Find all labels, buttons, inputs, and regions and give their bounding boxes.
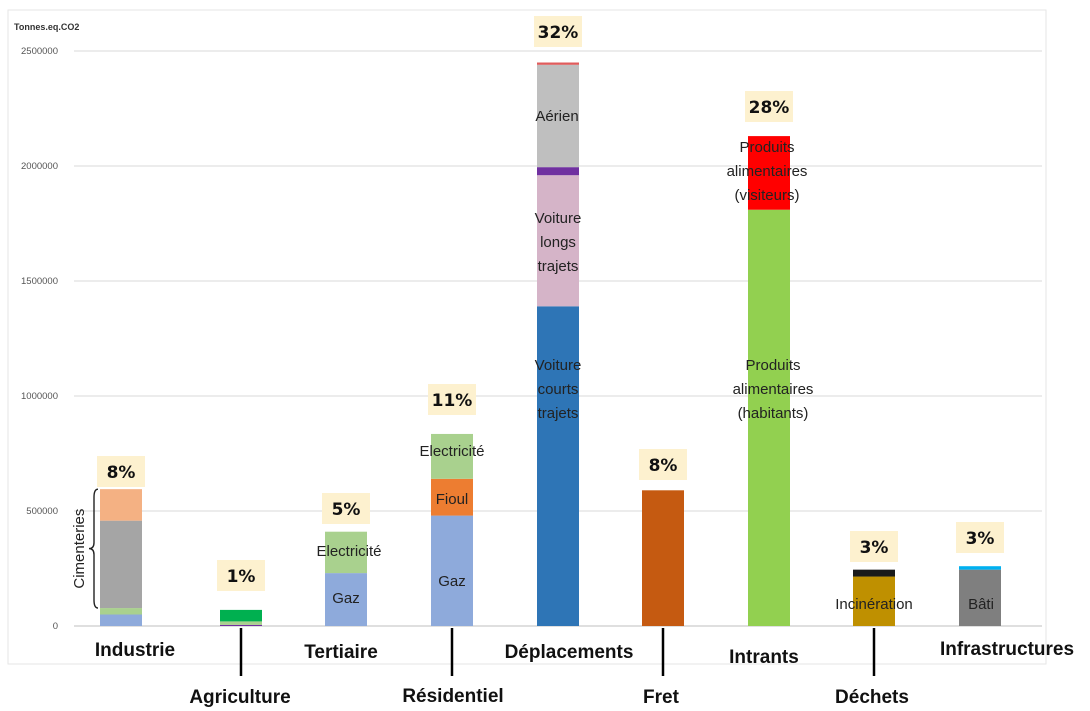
bar-segment [537,167,579,176]
y-axis-label: Tonnes.eq.CO2 [14,22,79,32]
bar-segment [431,478,473,516]
segment-label: Electricité [419,443,484,460]
bar-segment [220,621,262,625]
share-badge-text: 8% [649,456,678,476]
segment-label: Gaz [332,590,360,607]
category-label: Agriculture [189,687,290,708]
share-badge-text: 8% [107,463,136,483]
bracket-label: Cimenteries [71,509,88,589]
segment-label: Voiture longs trajets [535,210,582,275]
bar-segment [959,569,1001,626]
share-badge-text: 32% [538,23,579,43]
bar-segment [853,576,895,626]
bar-segment [325,531,367,574]
bar-segment [100,614,142,626]
bar-segment [431,433,473,479]
share-badge [745,91,793,122]
category-label: Déchets [835,687,909,708]
category-label: Fret [643,687,680,708]
share-badge [850,531,898,562]
bar-segment [220,609,262,622]
share-badge-text: 3% [966,529,995,549]
share-badge [217,560,265,591]
share-badge-text: 11% [432,391,473,411]
share-badge [97,456,145,487]
bar-segment [431,515,473,626]
bar-segment [537,64,579,168]
share-badge [534,16,582,47]
share-badge [956,522,1004,553]
category-label: Infrastructures [940,639,1074,660]
bar-segment [537,62,579,65]
segment-label: Produits alimentaires (visiteurs) [727,139,808,204]
bar-segment [959,566,1001,570]
share-badge [322,493,370,524]
bar-segment [853,569,895,577]
plot-frame [7,9,1047,665]
share-badge [639,449,687,480]
bar-segment [220,624,262,626]
y-tick-label: 1500000 [21,276,58,287]
y-tick-label: 0 [53,621,58,632]
segment-label: Electricité [316,543,381,560]
bar-segment [537,306,579,626]
y-tick-label: 500000 [26,506,58,517]
bar-segment [100,520,142,609]
bar-segment [642,490,684,626]
bar-segment [748,136,790,210]
share-badge-text: 28% [749,98,790,118]
y-tick-label: 1000000 [21,391,58,402]
bar-segment [100,489,142,521]
bar-segment [748,209,790,626]
category-label: Intrants [729,647,799,668]
category-label: Industrie [95,640,175,661]
category-label: Tertiaire [304,642,378,663]
cimenteries-bracket [88,488,99,609]
bar-segment [537,175,579,307]
segment-label: Produits alimentaires (habitants) [733,357,814,422]
bar-segment [100,608,142,615]
category-label: Déplacements [505,642,634,663]
share-badge-text: 1% [227,567,256,587]
y-tick-label: 2500000 [21,46,58,57]
segment-label: Aérien [535,108,578,125]
y-tick-label: 2000000 [21,161,58,172]
segment-label: Fioul [436,491,469,508]
share-badge [428,384,476,415]
segment-label: Bâti [968,596,994,613]
segment-label: Incinération [835,596,913,613]
share-badge-text: 3% [860,538,889,558]
bar-segment [325,573,367,626]
share-badge-text: 5% [332,500,361,520]
category-label: Résidentiel [402,686,503,707]
segment-label: Gaz [438,573,466,590]
segment-label: Voiture courts trajets [535,357,582,422]
